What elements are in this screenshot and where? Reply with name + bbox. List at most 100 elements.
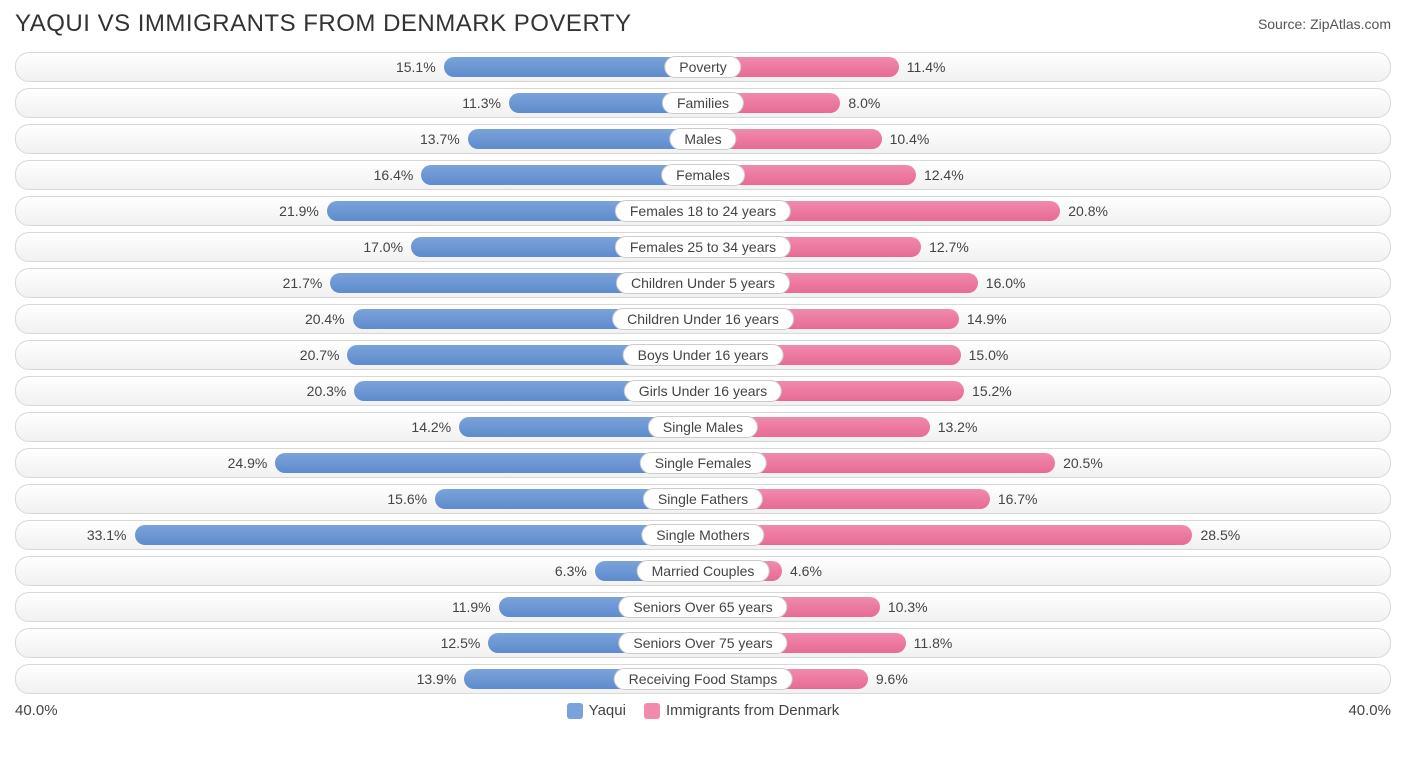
left-half: 15.1% — [16, 53, 703, 81]
left-half: 17.0% — [16, 233, 703, 261]
left-half: 20.3% — [16, 377, 703, 405]
left-value: 16.4% — [374, 161, 422, 189]
left-value: 21.7% — [283, 269, 331, 297]
left-value: 11.9% — [452, 593, 499, 621]
category-label: Single Females — [640, 452, 767, 474]
category-label: Receiving Food Stamps — [614, 668, 793, 690]
left-half: 21.9% — [16, 197, 703, 225]
legend-label: Immigrants from Denmark — [666, 702, 839, 719]
category-label: Females 25 to 34 years — [615, 236, 791, 258]
left-value: 20.4% — [305, 305, 353, 333]
axis-max-right: 40.0% — [1348, 702, 1391, 719]
category-label: Children Under 5 years — [616, 272, 790, 294]
left-half: 12.5% — [16, 629, 703, 657]
bar-row: 13.9% 9.6% Receiving Food Stamps — [15, 664, 1391, 694]
left-half: 13.7% — [16, 125, 703, 153]
bar-row: 33.1%28.5%Single Mothers — [15, 520, 1391, 550]
bar-row: 20.3%15.2%Girls Under 16 years — [15, 376, 1391, 406]
left-value: 20.7% — [300, 341, 348, 369]
left-value: 13.9% — [417, 665, 465, 693]
right-half: 14.9% — [703, 305, 1390, 333]
left-half: 13.9% — [16, 665, 703, 693]
source-attribution: Source: ZipAtlas.com — [1258, 16, 1391, 32]
header: YAQUI VS IMMIGRANTS FROM DENMARK POVERTY… — [15, 10, 1391, 38]
right-value: 20.8% — [1060, 197, 1108, 225]
category-label: Married Couples — [637, 560, 770, 582]
bar-row: 21.9%20.8%Females 18 to 24 years — [15, 196, 1391, 226]
bar-row: 15.1%11.4%Poverty — [15, 52, 1391, 82]
bar-row: 17.0% 12.7% Females 25 to 34 years — [15, 232, 1391, 262]
right-half: 10.4% — [703, 125, 1390, 153]
bar-row: 20.4% 14.9% Children Under 16 years — [15, 304, 1391, 334]
right-half: 16.0% — [703, 269, 1390, 297]
left-value: 12.5% — [441, 629, 489, 657]
left-value: 11.3% — [462, 89, 509, 117]
right-half: 16.7% — [703, 485, 1390, 513]
right-half: 20.5% — [703, 449, 1390, 477]
category-label: Families — [662, 92, 744, 114]
right-value: 9.6% — [868, 665, 908, 693]
right-value: 28.5% — [1192, 521, 1240, 549]
right-half: 4.6% — [703, 557, 1390, 585]
left-value: 20.3% — [307, 377, 355, 405]
category-label: Single Fathers — [643, 488, 763, 510]
left-half: 24.9% — [16, 449, 703, 477]
category-label: Single Males — [648, 416, 758, 438]
bar-row: 6.3% 4.6%Married Couples — [15, 556, 1391, 586]
legend-swatch — [644, 703, 660, 719]
left-half: 6.3% — [16, 557, 703, 585]
left-half: 21.7% — [16, 269, 703, 297]
left-value: 6.3% — [555, 557, 595, 585]
bar-row: 21.7% 16.0% Children Under 5 years — [15, 268, 1391, 298]
bar-row: 11.9%10.3%Seniors Over 65 years — [15, 592, 1391, 622]
right-value: 10.3% — [880, 593, 928, 621]
left-value: 24.9% — [228, 449, 276, 477]
left-bar — [468, 129, 703, 149]
right-half: 15.2% — [703, 377, 1390, 405]
category-label: Seniors Over 75 years — [618, 632, 787, 654]
category-label: Poverty — [664, 56, 741, 78]
bar-row: 20.7% 15.0% Boys Under 16 years — [15, 340, 1391, 370]
right-value: 15.2% — [964, 377, 1012, 405]
right-half: 11.8% — [703, 629, 1390, 657]
right-half: 11.4% — [703, 53, 1390, 81]
right-half: 12.4% — [703, 161, 1390, 189]
right-value: 14.9% — [959, 305, 1007, 333]
left-half: 14.2% — [16, 413, 703, 441]
axis-max-left: 40.0% — [15, 702, 58, 719]
category-label: Boys Under 16 years — [623, 344, 784, 366]
category-label: Females — [661, 164, 745, 186]
left-value: 15.6% — [387, 485, 435, 513]
left-value: 33.1% — [87, 521, 135, 549]
bar-row: 24.9% 20.5%Single Females — [15, 448, 1391, 478]
chart-title: YAQUI VS IMMIGRANTS FROM DENMARK POVERTY — [15, 10, 632, 38]
legend: Yaqui Immigrants from Denmark — [58, 702, 1349, 719]
right-value: 10.4% — [882, 125, 930, 153]
chart-footer: 40.0% Yaqui Immigrants from Denmark 40.0% — [15, 702, 1391, 719]
right-value: 11.8% — [906, 629, 953, 657]
left-value: 13.7% — [420, 125, 468, 153]
right-half: 12.7% — [703, 233, 1390, 261]
right-value: 12.7% — [921, 233, 969, 261]
right-half: 8.0% — [703, 89, 1390, 117]
left-half: 20.7% — [16, 341, 703, 369]
left-half: 16.4% — [16, 161, 703, 189]
right-value: 15.0% — [961, 341, 1009, 369]
left-value: 14.2% — [411, 413, 459, 441]
right-value: 16.0% — [978, 269, 1026, 297]
category-label: Children Under 16 years — [612, 308, 794, 330]
legend-swatch — [567, 703, 583, 719]
left-half: 33.1% — [16, 521, 703, 549]
right-half: 15.0% — [703, 341, 1390, 369]
legend-label: Yaqui — [589, 702, 626, 719]
right-bar — [703, 525, 1192, 545]
left-half: 11.3% — [16, 89, 703, 117]
bar-row: 16.4% 12.4%Females — [15, 160, 1391, 190]
left-bar — [135, 525, 703, 545]
legend-item: Yaqui — [567, 702, 626, 719]
left-half: 11.9% — [16, 593, 703, 621]
bar-row: 11.3% 8.0%Families — [15, 88, 1391, 118]
bar-row: 13.7%10.4%Males — [15, 124, 1391, 154]
right-half: 13.2% — [703, 413, 1390, 441]
right-half: 9.6% — [703, 665, 1390, 693]
